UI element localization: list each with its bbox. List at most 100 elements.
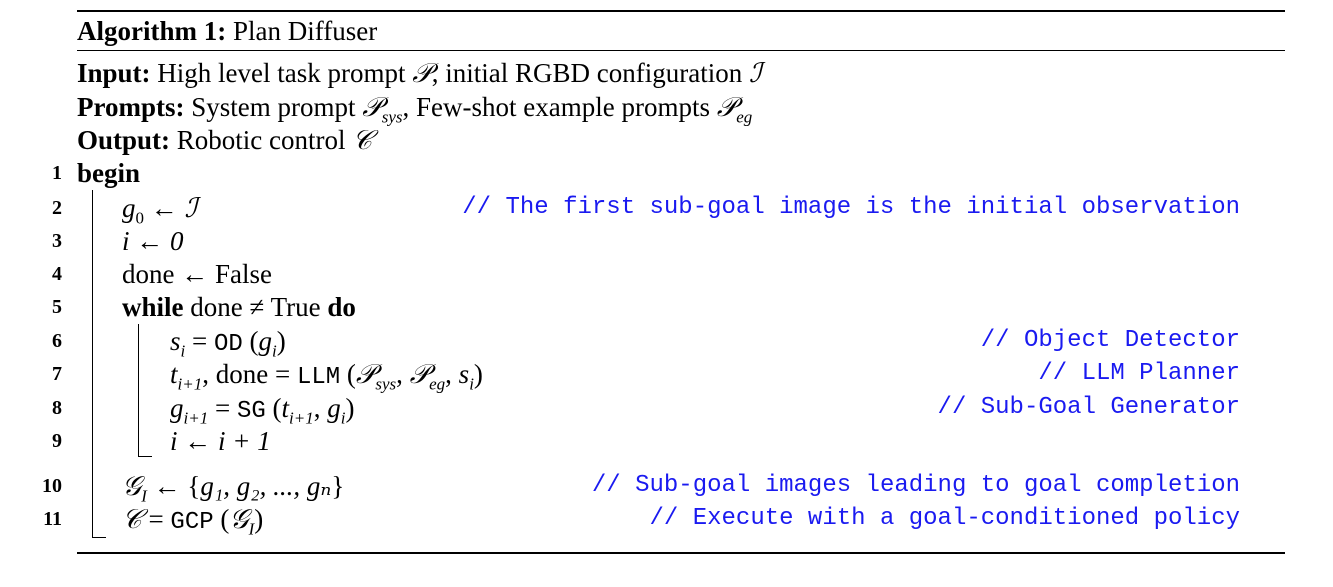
prompt-symbol: 𝒫	[412, 58, 432, 89]
output-line: Output: Robotic control 𝒞	[0, 123, 1333, 157]
paren: )	[276, 326, 286, 356]
subscript: I	[141, 486, 147, 506]
subscript: 0	[135, 208, 145, 228]
paren: (	[265, 393, 282, 423]
paren: (	[242, 326, 259, 356]
var-g: g	[258, 326, 273, 356]
subscript: i+1	[183, 408, 209, 428]
assign-arrow: ← {	[146, 471, 201, 501]
control-symbol: 𝒞	[352, 125, 372, 156]
sys-prompt-symbol: 𝒫	[362, 92, 382, 123]
comment: // Object Detector	[980, 327, 1240, 354]
output-text: Robotic control	[176, 125, 353, 155]
var-g: g	[327, 393, 341, 423]
algorithm-label: Algorithm 1:	[77, 16, 227, 46]
paren: )	[473, 359, 483, 389]
var-t: t	[281, 393, 290, 423]
line-number: 6	[52, 330, 62, 352]
prompts-text-2: , Few-shot example prompts	[402, 92, 717, 122]
subscript: i	[272, 341, 277, 361]
control-symbol: 𝒞	[122, 504, 142, 535]
do-keyword: do	[327, 292, 356, 322]
comma: ,	[396, 359, 410, 389]
eg-subscript: eg	[736, 107, 753, 127]
var-s: s	[458, 359, 470, 389]
function-name: OD	[213, 331, 243, 358]
begin-block-end	[92, 537, 106, 538]
while-block-end	[138, 456, 152, 457]
statement: i ← 0	[122, 226, 184, 256]
subgoal-set-symbol: 𝒢	[229, 504, 249, 535]
begin-keyword: begin	[77, 158, 141, 188]
subscript: eg	[429, 374, 446, 394]
prompts-line: Prompts: System prompt 𝒫sys, Few-shot ex…	[0, 90, 1333, 127]
subscript: sys	[375, 374, 397, 394]
function-name: SG	[236, 398, 266, 425]
line-number: 3	[52, 230, 62, 252]
algo-line-8: 8 gi+1 = SG (ti+1, gi) // Sub-Goal Gener…	[0, 391, 1333, 428]
output-label: Output:	[77, 125, 171, 155]
input-line: Input: High level task prompt 𝒫, initial…	[0, 56, 1333, 90]
line-number: 9	[52, 430, 62, 452]
input-text: High level task prompt	[157, 58, 413, 88]
line-number: 7	[52, 363, 62, 385]
caption-rule	[77, 50, 1285, 51]
algo-line-11: 11 𝒞 = GCP (𝒢I) // Execute with a goal-c…	[0, 502, 1333, 539]
algo-line-4: 4 done ← False	[0, 257, 1333, 291]
paren: (	[340, 359, 356, 389]
function-name: LLM	[296, 364, 341, 391]
line-number: 11	[43, 508, 62, 530]
while-condition: done ≠ True	[183, 292, 328, 322]
statement: done ← False	[122, 259, 272, 289]
algo-line-9: 9 i ← i + 1	[0, 424, 1333, 458]
sys-prompt-symbol: 𝒫	[355, 359, 376, 390]
line-number: 8	[52, 397, 62, 419]
begin-block-bar	[92, 190, 93, 538]
subscript: i+1	[289, 408, 314, 428]
while-keyword: while	[122, 292, 184, 322]
paren: (	[213, 504, 230, 534]
algo-line-1: 1 begin	[0, 156, 1333, 190]
var-g: g	[122, 193, 136, 223]
algo-line-10: 10 𝒢I ← {g₁, g₂, ..., gₙ} // Sub-goal im…	[0, 469, 1333, 506]
assign-arrow: ←	[144, 193, 185, 223]
eg-prompt-symbol: 𝒫	[409, 359, 430, 390]
var-g: g	[170, 393, 184, 423]
comment: // The first sub-goal image is the initi…	[462, 194, 1240, 221]
eg-prompt-symbol: 𝒫	[716, 92, 737, 123]
algo-line-6: 6 si = OD (gi) // Object Detector	[0, 324, 1333, 361]
subgoal-set-symbol: 𝒢	[122, 471, 142, 502]
equals: =	[208, 393, 237, 423]
line-number: 10	[42, 475, 62, 497]
paren: )	[254, 504, 264, 534]
algo-line-2: 2 g0 ← ℐ // The first sub-goal image is …	[0, 191, 1333, 228]
var-t: t	[170, 359, 178, 389]
subscript: i	[340, 408, 346, 428]
algo-line-3: 3 i ← 0	[0, 224, 1333, 258]
while-block-bar	[138, 324, 139, 457]
input-label: Input:	[77, 58, 151, 88]
statement: , done =	[202, 359, 297, 389]
comma: ,	[445, 359, 459, 389]
algorithm-caption: Algorithm 1: Plan Diffuser	[0, 14, 1333, 48]
algo-line-7: 7 ti+1, done = LLM (𝒫sys, 𝒫eg, si) // LL…	[0, 357, 1333, 394]
set-elements: g₁, g₂, ..., gₙ	[200, 471, 332, 501]
line-number: 2	[52, 197, 62, 219]
sys-subscript: sys	[381, 107, 403, 127]
comment: // LLM Planner	[1038, 360, 1240, 387]
line-number: 1	[52, 162, 62, 184]
prompts-label: Prompts:	[77, 92, 185, 122]
subscript: I	[248, 519, 255, 539]
algo-line-5: 5 while done ≠ True do	[0, 290, 1333, 324]
comment: // Sub-Goal Generator	[937, 394, 1240, 421]
paren: )	[345, 393, 355, 423]
equals: =	[185, 326, 214, 356]
comment: // Sub-goal images leading to goal compl…	[591, 472, 1240, 499]
comma: ,	[313, 393, 328, 423]
line-number: 4	[52, 263, 62, 285]
subscript: i	[180, 341, 186, 361]
equals: =	[141, 504, 171, 534]
statement: i ← i + 1	[170, 426, 271, 456]
brace: }	[331, 471, 345, 501]
bottom-rule	[77, 552, 1285, 554]
